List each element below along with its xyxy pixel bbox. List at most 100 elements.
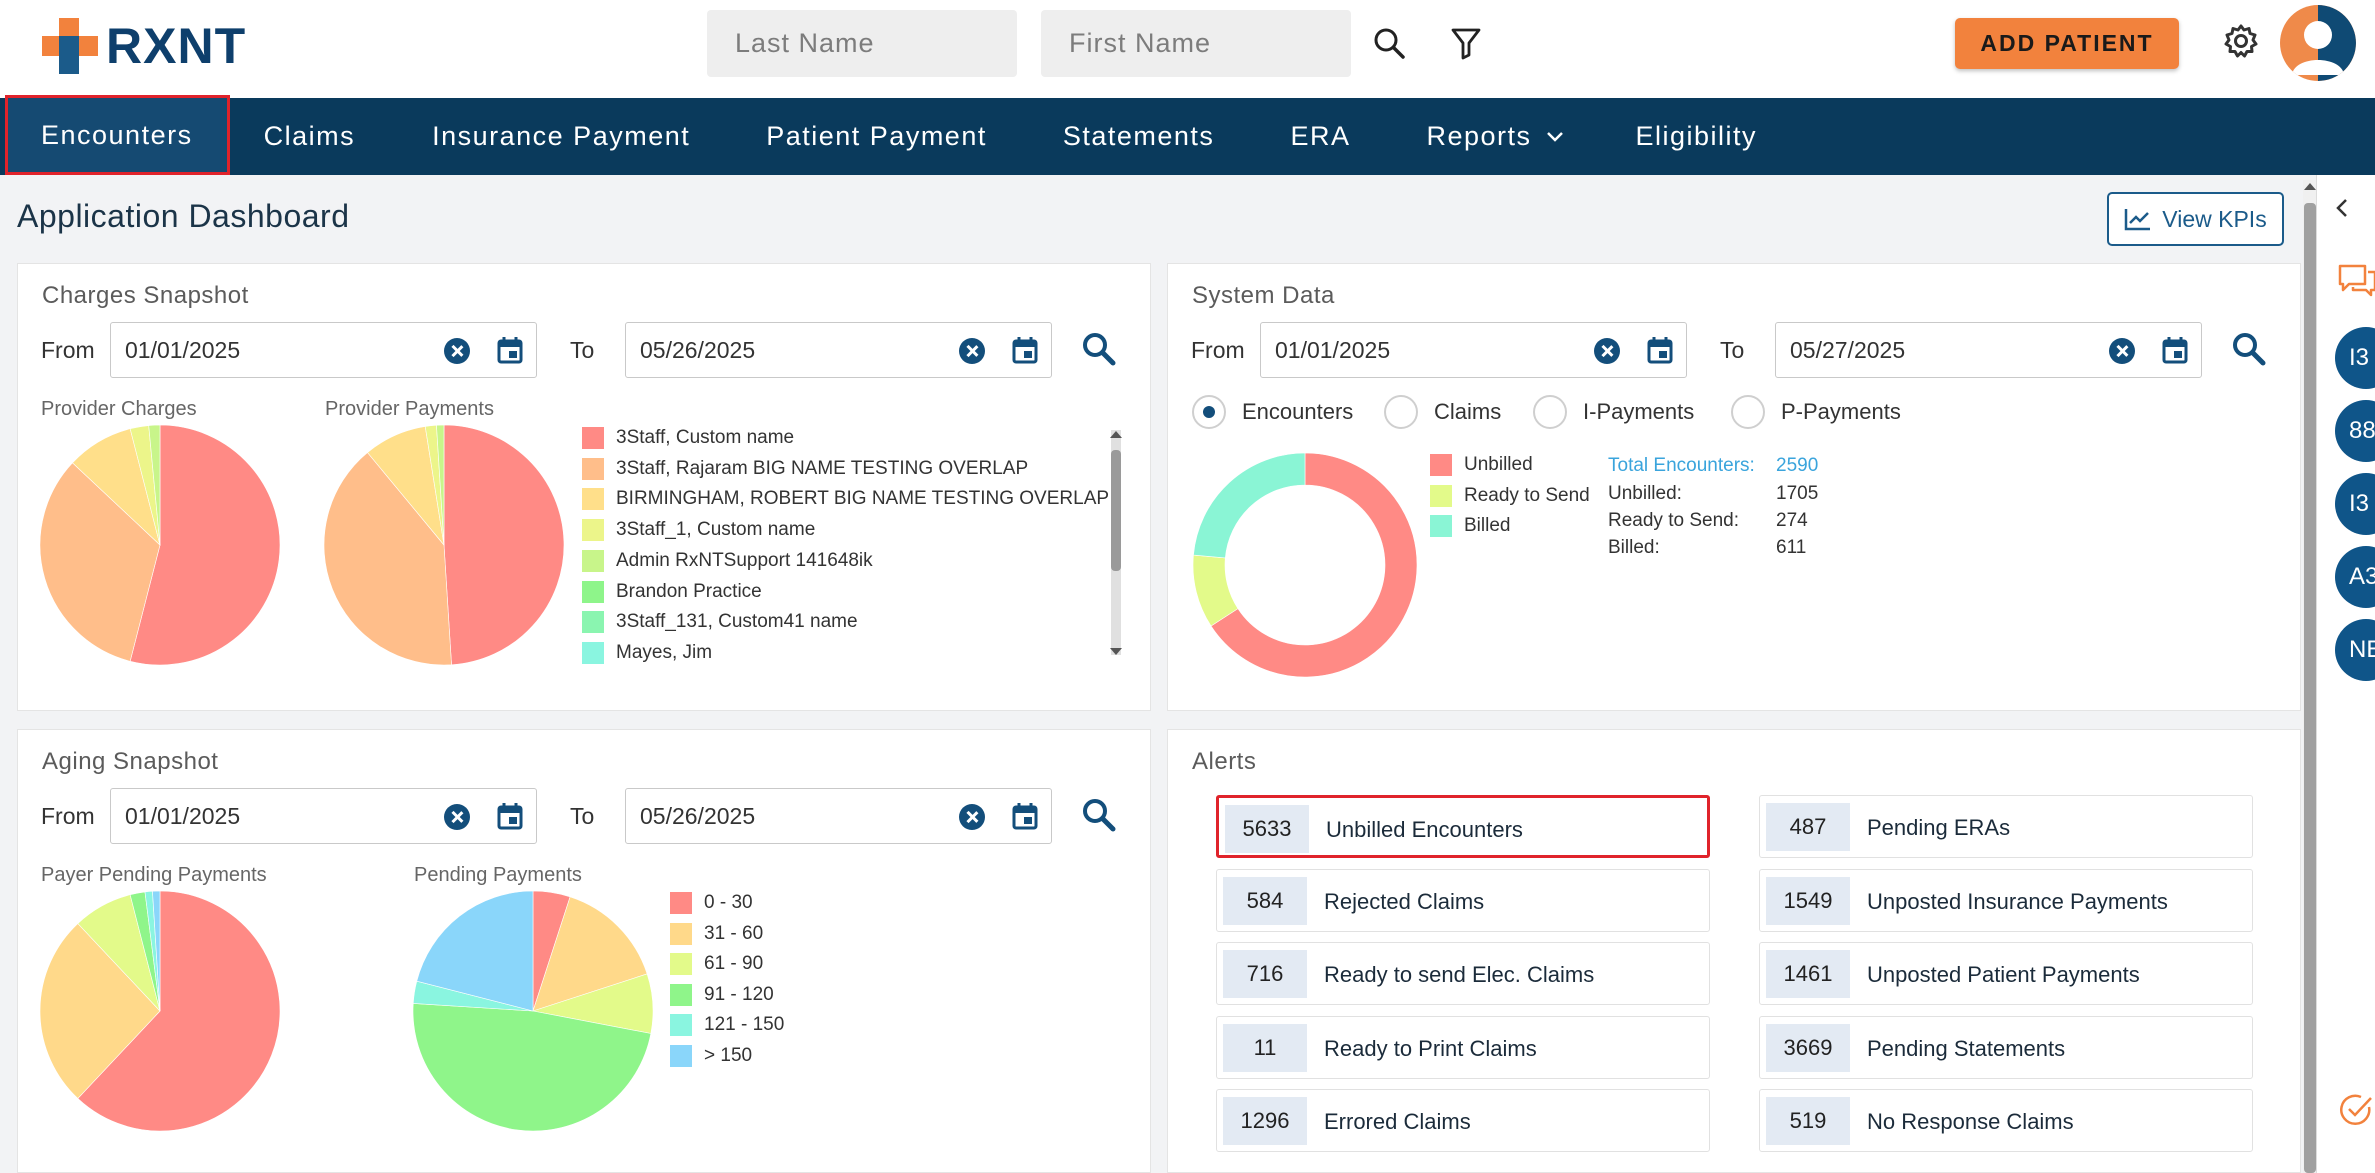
- alert-item[interactable]: 519 No Response Claims: [1759, 1089, 2253, 1152]
- clear-icon[interactable]: [1594, 338, 1620, 364]
- legend-item[interactable]: Billed: [1430, 515, 1510, 537]
- last-name-input[interactable]: [707, 10, 1017, 77]
- search-icon[interactable]: [1081, 331, 1117, 367]
- panel-title: Alerts: [1192, 748, 1257, 775]
- alert-item[interactable]: 5633 Unbilled Encounters: [1216, 795, 1710, 858]
- nav-era[interactable]: ERA: [1252, 98, 1388, 175]
- pie-slice[interactable]: [1210, 452, 1418, 678]
- from-date-field[interactable]: 01/01/2025: [110, 788, 537, 844]
- pie-slice[interactable]: [323, 452, 452, 666]
- legend-item[interactable]: 61 - 90: [670, 953, 763, 975]
- legend-item[interactable]: 0 - 30: [670, 892, 753, 914]
- rail-user-bubble[interactable]: 88: [2335, 400, 2375, 462]
- scroll-down-icon[interactable]: [1109, 647, 1123, 657]
- legend-swatch: [1430, 484, 1452, 507]
- search-icon[interactable]: [1366, 20, 1412, 66]
- alert-item[interactable]: 1549 Unposted Insurance Payments: [1759, 868, 2253, 932]
- to-date-field[interactable]: 05/26/2025: [625, 322, 1052, 378]
- alert-item[interactable]: 1296 Errored Claims: [1216, 1089, 1710, 1152]
- pie-slice[interactable]: [152, 890, 161, 1012]
- legend-item[interactable]: 3Staff_131, Custom41 name: [582, 611, 858, 634]
- pie-slice[interactable]: [77, 890, 281, 1132]
- clear-icon[interactable]: [444, 338, 470, 364]
- legend-item[interactable]: 31 - 60: [670, 922, 763, 945]
- alert-item[interactable]: 3669 Pending Statements: [1759, 1015, 2253, 1079]
- rxnt-logo[interactable]: RXNT: [40, 14, 246, 78]
- calendar-icon[interactable]: [1012, 802, 1038, 830]
- from-date-value: 01/01/2025: [125, 803, 241, 829]
- legend-item[interactable]: 3Staff, Custom name: [582, 427, 794, 449]
- radio-p-payments[interactable]: P-Payments: [1731, 395, 1901, 429]
- legend-item[interactable]: Mayes, Jim: [582, 641, 712, 664]
- to-date-field[interactable]: 05/26/2025: [625, 788, 1052, 844]
- from-date-field[interactable]: 01/01/2025: [1260, 322, 1687, 378]
- alert-item[interactable]: 1461 Unposted Patient Payments: [1759, 942, 2253, 1005]
- add-patient-button[interactable]: ADD PATIENT: [1955, 18, 2179, 69]
- pie-slice[interactable]: [443, 424, 565, 666]
- pie-slice[interactable]: [129, 424, 281, 666]
- pie-slice[interactable]: [532, 896, 648, 1012]
- clear-icon[interactable]: [444, 804, 470, 830]
- legend-item[interactable]: BIRMINGHAM, ROBERT BIG NAME TESTING OVER…: [582, 488, 1109, 511]
- scroll-up-icon[interactable]: [1109, 429, 1123, 439]
- calendar-icon[interactable]: [497, 802, 523, 830]
- pie-slice[interactable]: [148, 424, 161, 546]
- pie-slice[interactable]: [39, 462, 161, 662]
- nav-reports[interactable]: Reports: [1388, 98, 1601, 175]
- to-date-field[interactable]: 05/27/2025: [1775, 322, 2202, 378]
- alert-item[interactable]: 487 Pending ERAs: [1759, 795, 2253, 858]
- legend-item[interactable]: Unbilled: [1430, 454, 1533, 476]
- chevron-left-icon[interactable]: [2335, 198, 2349, 218]
- pie-slice[interactable]: [1193, 452, 1306, 559]
- nav-claims[interactable]: Claims: [230, 98, 392, 175]
- chat-icon[interactable]: [2337, 260, 2375, 300]
- filter-icon[interactable]: [1443, 20, 1489, 66]
- user-avatar[interactable]: [2280, 5, 2356, 81]
- nav-statements[interactable]: Statements: [1025, 98, 1253, 175]
- clear-icon[interactable]: [2109, 338, 2135, 364]
- scroll-up-icon[interactable]: [2303, 181, 2317, 191]
- calendar-icon[interactable]: [1012, 336, 1038, 364]
- nav-patient-payment[interactable]: Patient Payment: [728, 98, 1025, 175]
- pie-slice[interactable]: [416, 890, 534, 1012]
- radio-claims[interactable]: Claims: [1384, 395, 1501, 429]
- alert-item[interactable]: 716 Ready to send Elec. Claims: [1216, 942, 1710, 1005]
- radio-i-payments[interactable]: I-Payments: [1533, 395, 1694, 429]
- legend-scrollbar-thumb[interactable]: [1111, 450, 1121, 571]
- legend-item[interactable]: 91 - 120: [670, 983, 774, 1006]
- calendar-icon[interactable]: [1647, 336, 1673, 364]
- nav-encounters[interactable]: Encounters: [5, 95, 230, 175]
- unbilled-label: Unbilled:: [1608, 483, 1682, 504]
- calendar-icon[interactable]: [497, 336, 523, 364]
- rail-user-bubble[interactable]: I3: [2335, 327, 2375, 389]
- clear-icon[interactable]: [959, 338, 985, 364]
- nav-eligibility[interactable]: Eligibility: [1602, 98, 1796, 175]
- clear-icon[interactable]: [959, 804, 985, 830]
- search-icon[interactable]: [1081, 797, 1117, 833]
- legend-item[interactable]: 3Staff_1, Custom name: [582, 519, 815, 542]
- rail-user-bubble[interactable]: A3: [2335, 546, 2375, 608]
- alert-item[interactable]: 584 Rejected Claims: [1216, 868, 1710, 932]
- first-name-input[interactable]: [1041, 10, 1351, 77]
- gear-icon[interactable]: [2218, 18, 2264, 64]
- check-circle-icon[interactable]: [2339, 1093, 2373, 1127]
- rail-user-bubble[interactable]: NE: [2335, 619, 2375, 681]
- pie-slice[interactable]: [39, 923, 161, 1099]
- rail-user-bubble[interactable]: I3: [2335, 473, 2375, 535]
- pie-slice[interactable]: [412, 1003, 652, 1132]
- pie-slice[interactable]: [436, 424, 445, 546]
- nav-insurance-payment[interactable]: Insurance Payment: [391, 98, 728, 175]
- legend-item[interactable]: Admin RxNTSupport 141648ik: [582, 549, 873, 572]
- page-scrollbar-thumb[interactable]: [2304, 203, 2316, 1173]
- search-icon[interactable]: [2231, 331, 2267, 367]
- legend-item[interactable]: 3Staff, Rajaram BIG NAME TESTING OVERLAP: [582, 457, 1028, 480]
- legend-item[interactable]: 121 - 150: [670, 1014, 784, 1036]
- legend-item[interactable]: Ready to Send: [1430, 484, 1590, 507]
- view-kpis-button[interactable]: View KPIs: [2107, 192, 2284, 246]
- calendar-icon[interactable]: [2162, 336, 2188, 364]
- radio-encounters[interactable]: Encounters: [1192, 395, 1353, 429]
- legend-item[interactable]: Brandon Practice: [582, 580, 762, 603]
- legend-item[interactable]: > 150: [670, 1044, 752, 1067]
- alert-item[interactable]: 11 Ready to Print Claims: [1216, 1015, 1710, 1079]
- from-date-field[interactable]: 01/01/2025: [110, 322, 537, 378]
